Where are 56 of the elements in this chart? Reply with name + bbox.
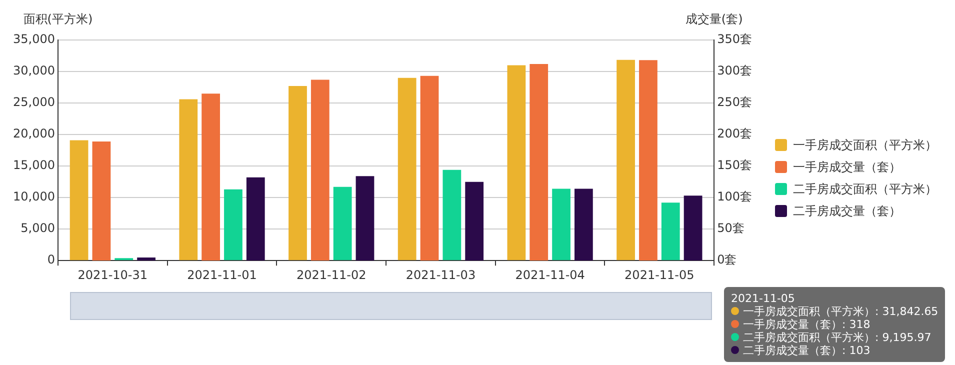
bar	[574, 188, 593, 261]
bar	[507, 65, 526, 260]
bar	[202, 94, 220, 261]
bar	[288, 86, 307, 260]
x-tick-label: 2021-11-02	[296, 268, 366, 282]
text: 2021-11-05	[731, 292, 796, 305]
x-tick-label: 2021-11-03	[406, 268, 476, 282]
bar	[442, 170, 462, 260]
bar	[179, 99, 198, 260]
y2-tick-label: 300套	[717, 64, 752, 78]
legend-label: 二手房成交面积（平方米）	[793, 180, 937, 198]
bar	[246, 177, 265, 261]
bar	[92, 141, 111, 261]
y2-tick-label: 150套	[717, 158, 752, 172]
x-tick-label: 2021-11-04	[515, 268, 585, 282]
bar	[310, 80, 330, 261]
y-axis-title: 面积(平方米)	[23, 12, 93, 26]
y2-tick-label: 100套	[717, 190, 752, 204]
y-tick-label: 10,000	[12, 190, 55, 204]
text: 二手房成交量（套）: 103	[742, 344, 872, 357]
legend-label: 一手房成交面积（平方米）	[793, 136, 937, 154]
bar	[333, 186, 352, 260]
y2-tick-label: 0套	[717, 252, 737, 267]
x-tick-label: 2021-11-01	[187, 268, 257, 282]
bar	[684, 196, 702, 261]
bar	[398, 78, 416, 260]
bar	[465, 182, 484, 261]
legend-label: 一手房成交量（套）	[793, 158, 901, 176]
bar	[616, 60, 635, 260]
y-tick-label: 30,000	[12, 64, 55, 78]
bar	[661, 202, 680, 260]
bar	[224, 189, 242, 260]
y2-tick-label: 200套	[717, 126, 752, 141]
text: 一手房成交面积（平方米）: 31,842.65	[742, 305, 938, 318]
legend-label: 二手房成交量（套）	[793, 202, 901, 220]
bar	[552, 188, 570, 260]
bar	[420, 76, 439, 261]
text: 二手房成交面积（平方米）: 9,195.97	[742, 331, 932, 344]
x-tick-label: 2021-10-31	[78, 268, 148, 282]
bar	[137, 257, 156, 261]
y-tick-label: 0	[47, 252, 55, 267]
y2-tick-label: 250套	[717, 95, 752, 110]
y-tick-label: 5,000	[20, 221, 55, 236]
y2-tick-label: 50套	[717, 221, 744, 236]
bar	[639, 60, 658, 261]
y-tick-label: 25,000	[12, 95, 55, 110]
text: 一手房成交量（套）: 318	[742, 318, 872, 331]
y2-axis-title: 成交量(套)	[685, 12, 743, 26]
y-tick-label: 15,000	[12, 158, 55, 172]
y-tick-label: 20,000	[12, 126, 55, 141]
bar	[70, 140, 88, 260]
y-tick-label: 35,000	[12, 32, 55, 46]
bar	[356, 176, 374, 261]
y2-tick-label: 350套	[717, 32, 752, 46]
x-tick-label: 2021-11-05	[624, 268, 694, 282]
bar	[530, 64, 548, 261]
